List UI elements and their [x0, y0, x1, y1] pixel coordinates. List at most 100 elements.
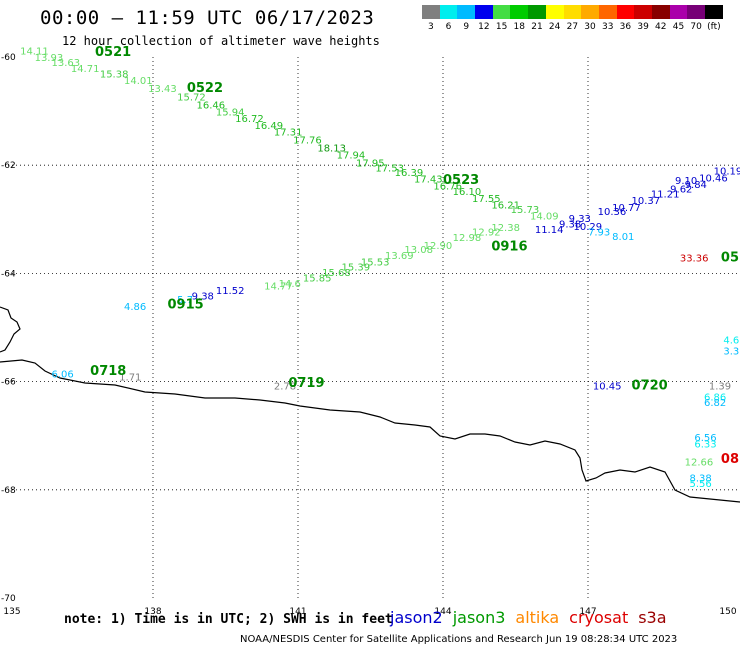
swh-value: 14.09	[530, 211, 559, 222]
legend-label: 9	[463, 22, 470, 32]
satellite-name: cryosat	[569, 608, 629, 627]
lon-tick-label: 144	[434, 607, 451, 617]
swh-value: 17.95	[356, 158, 385, 169]
swh-value: 4.86	[124, 302, 146, 313]
swh-value: 6.56	[694, 433, 716, 444]
swh-value: 18.13	[317, 144, 346, 155]
legend-label: 33	[601, 22, 614, 32]
legend-swatch	[651, 5, 670, 19]
swh-value: 1.39	[709, 382, 731, 393]
swh-value: 9.10	[675, 176, 697, 187]
lon-tick-label: 147	[579, 607, 596, 617]
satellite-name: altika	[515, 608, 560, 627]
lat-tick-label: -62	[1, 161, 16, 171]
note-text: note: 1) Time is in UTC; 2) SWH is in fe…	[64, 612, 393, 627]
swh-value: 16.39	[395, 168, 424, 179]
swh-value: 6.33	[694, 440, 716, 451]
track-time-label: 0522	[187, 81, 223, 96]
swh-value: 13.93	[35, 53, 64, 64]
map-subtitle: 12 hour collection of altimeter wave hei…	[62, 34, 380, 48]
legend-label: 6	[445, 22, 452, 32]
legend-label: 21	[531, 22, 543, 32]
legend-label: 12	[478, 22, 490, 32]
swh-value: 14.77	[264, 282, 293, 293]
swh-value: 11.21	[651, 190, 680, 201]
swh-value: 10.36	[598, 207, 627, 218]
lat-tick-label: -68	[1, 486, 16, 496]
satellite-name: s3a	[638, 608, 667, 627]
antarctic-coastline	[0, 306, 740, 503]
legend-swatches	[422, 5, 723, 19]
swh-value: 10.46	[699, 173, 728, 184]
legend-label: 30	[584, 22, 596, 32]
legend-swatch	[528, 5, 546, 19]
lat-tick-label: -66	[1, 378, 16, 388]
swh-value: 13.08	[404, 245, 433, 256]
swh-value: 12.38	[491, 223, 520, 234]
swh-value: 6.06	[52, 369, 74, 380]
legend-label: 36	[619, 22, 632, 32]
swh-value: 11.52	[216, 286, 245, 297]
track-time-label: 0720	[632, 379, 668, 394]
legend-swatch	[510, 5, 529, 19]
track-time-label: 0521	[95, 45, 131, 60]
swh-value: 17.53	[375, 164, 404, 175]
lat-lon-grid: 135 138 141 144 147 150 -60 -62 -64 -66 -68 -70	[1, 53, 740, 617]
swh-value: 10.77	[612, 203, 641, 214]
swh-value: 12.90	[424, 241, 453, 252]
swh-value: 14.71	[71, 64, 100, 75]
legend-swatch	[634, 5, 652, 19]
legend-swatch	[563, 5, 582, 19]
swh-value: 16.10	[453, 187, 482, 198]
swh-value: 15.53	[361, 257, 390, 268]
legend-swatch	[422, 5, 440, 19]
track-time-label: 0916	[491, 240, 527, 255]
legend-label: 15	[495, 22, 508, 32]
legend-swatch	[457, 5, 476, 19]
swh-value: 16.72	[235, 114, 264, 125]
swh-value: 2.78	[274, 382, 296, 393]
lat-tick-label: -60	[1, 53, 16, 63]
satellite-name: jason3	[452, 608, 506, 627]
lon-tick-label: 150	[719, 607, 736, 617]
swh-value: 17.31	[274, 127, 303, 138]
legend-label: 45	[672, 22, 685, 32]
track-time-label: 08	[721, 452, 739, 467]
track-time-label: 0719	[288, 376, 324, 391]
swh-value: 10.29	[574, 222, 603, 233]
swh-value: 16.76	[433, 182, 462, 193]
swh-value: 1.71	[119, 373, 141, 384]
swh-value: 13.63	[52, 58, 81, 69]
legend-swatch	[616, 5, 635, 19]
swh-value: 9.84	[685, 180, 707, 191]
legend-label: (ft)	[707, 22, 721, 32]
legend-label: 39	[637, 22, 649, 32]
swh-value: 14.01	[124, 76, 153, 87]
swh-value: 15.38	[100, 70, 129, 81]
lon-tick-label: 135	[3, 607, 20, 617]
swh-value: 17.43	[414, 175, 443, 186]
swh-value: 15.94	[216, 107, 245, 118]
satellite-name: jason2	[390, 608, 443, 627]
swh-value: 33.36	[680, 253, 709, 264]
legend-swatch	[439, 5, 458, 19]
legend-label: 3	[427, 22, 434, 32]
swh-value: 7.93	[588, 228, 610, 239]
swh-value: 8.38	[690, 474, 712, 485]
track-time-label: 05	[721, 250, 739, 265]
legend-label: 18	[513, 22, 525, 32]
swh-value: 6.82	[704, 398, 726, 409]
swh-value: 15.72	[177, 92, 206, 103]
satellite-legend: jason2 jason3 altika cryosat s3a	[390, 608, 677, 627]
legend-label: 27	[566, 22, 579, 32]
swh-color-legend: 3 6 9 12 15 18 21 24 27 30 33 36 39 42 45 70 (ft)	[422, 5, 723, 32]
swh-value: 10.19	[714, 166, 740, 177]
lat-tick-label: -64	[1, 269, 16, 279]
swh-value: 12.98	[453, 233, 482, 244]
swh-value: 17.76	[293, 136, 322, 147]
lon-tick-label: 141	[289, 607, 306, 617]
track-time-label: 0915	[168, 298, 204, 313]
lon-tick-label: 138	[144, 607, 161, 617]
swh-value: 6.86	[704, 393, 726, 404]
